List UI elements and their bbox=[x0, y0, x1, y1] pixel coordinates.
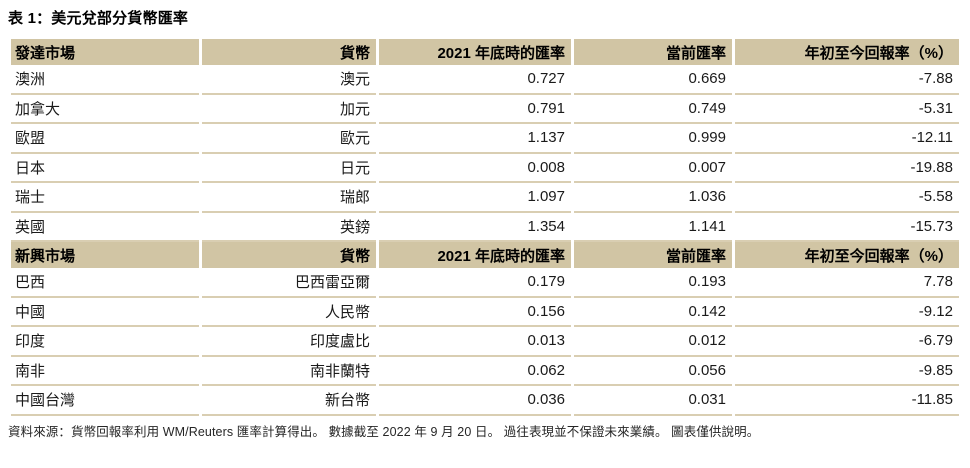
cell-rate-end-2021: 1.354 bbox=[379, 213, 571, 242]
table-row: 印度 印度盧比 0.013 0.012 -6.79 bbox=[11, 327, 959, 357]
cell-current-rate: 0.007 bbox=[574, 154, 732, 183]
cell-market: 中國 bbox=[11, 298, 199, 327]
cell-rate-end-2021: 0.156 bbox=[379, 298, 571, 327]
section-header-row-emerging-markets: 新興市場 貨幣 2021 年底時的匯率 當前匯率 年初至今回報率（%） bbox=[11, 242, 959, 268]
table-row: 加拿大 加元 0.791 0.749 -5.31 bbox=[11, 95, 959, 124]
cell-rate-end-2021: 0.791 bbox=[379, 95, 571, 124]
cell-market: 印度 bbox=[11, 327, 199, 357]
cell-currency: 南非蘭特 bbox=[202, 357, 376, 386]
cell-rate-end-2021: 0.062 bbox=[379, 357, 571, 386]
cell-rate-end-2021: 0.036 bbox=[379, 386, 571, 416]
column-header-current-rate: 當前匯率 bbox=[574, 242, 732, 268]
column-header-currency: 貨幣 bbox=[202, 39, 376, 65]
cell-currency: 人民幣 bbox=[202, 298, 376, 327]
cell-currency: 澳元 bbox=[202, 65, 376, 95]
cell-market: 英國 bbox=[11, 213, 199, 242]
table-row: 瑞士 瑞郎 1.097 1.036 -5.58 bbox=[11, 183, 959, 213]
column-header-currency: 貨幣 bbox=[202, 242, 376, 268]
table-row: 澳洲 澳元 0.727 0.669 -7.88 bbox=[11, 65, 959, 95]
table-row: 英國 英鎊 1.354 1.141 -15.73 bbox=[11, 213, 959, 242]
table-row: 巴西 巴西雷亞爾 0.179 0.193 7.78 bbox=[11, 268, 959, 298]
cell-current-rate: 0.031 bbox=[574, 386, 732, 416]
cell-rate-end-2021: 1.097 bbox=[379, 183, 571, 213]
cell-market: 日本 bbox=[11, 154, 199, 183]
table-row: 中國 人民幣 0.156 0.142 -9.12 bbox=[11, 298, 959, 327]
cell-rate-end-2021: 1.137 bbox=[379, 124, 571, 154]
cell-currency: 英鎊 bbox=[202, 213, 376, 242]
cell-current-rate: 0.749 bbox=[574, 95, 732, 124]
cell-market: 中國台灣 bbox=[11, 386, 199, 416]
source-note: 資料來源：貨幣回報率利用 WM/Reuters 匯率計算得出。 數據截至 202… bbox=[8, 424, 760, 439]
cell-ytd-return: -19.88 bbox=[735, 154, 959, 183]
section-header-row-developed-markets: 發達市場 貨幣 2021 年底時的匯率 當前匯率 年初至今回報率（%） bbox=[11, 39, 959, 65]
column-header-market: 發達市場 bbox=[11, 39, 199, 65]
cell-ytd-return: -5.58 bbox=[735, 183, 959, 213]
cell-rate-end-2021: 0.727 bbox=[379, 65, 571, 95]
cell-current-rate: 0.056 bbox=[574, 357, 732, 386]
cell-currency: 新台幣 bbox=[202, 386, 376, 416]
cell-currency: 瑞郎 bbox=[202, 183, 376, 213]
cell-market: 加拿大 bbox=[11, 95, 199, 124]
cell-market: 巴西 bbox=[11, 268, 199, 298]
column-header-rate-end-2021: 2021 年底時的匯率 bbox=[379, 39, 571, 65]
cell-market: 澳洲 bbox=[11, 65, 199, 95]
column-header-current-rate: 當前匯率 bbox=[574, 39, 732, 65]
cell-current-rate: 0.012 bbox=[574, 327, 732, 357]
cell-ytd-return: -15.73 bbox=[735, 213, 959, 242]
cell-market: 歐盟 bbox=[11, 124, 199, 154]
column-header-ytd-return: 年初至今回報率（%） bbox=[735, 39, 959, 65]
table-row: 中國台灣 新台幣 0.036 0.031 -11.85 bbox=[11, 386, 959, 416]
cell-currency: 巴西雷亞爾 bbox=[202, 268, 376, 298]
cell-current-rate: 0.193 bbox=[574, 268, 732, 298]
cell-current-rate: 1.141 bbox=[574, 213, 732, 242]
fx-table-body: 發達市場 貨幣 2021 年底時的匯率 當前匯率 年初至今回報率（%） 澳洲 澳元 0.727… bbox=[11, 39, 959, 416]
cell-currency: 日元 bbox=[202, 154, 376, 183]
table-row: 歐盟 歐元 1.137 0.999 -12.11 bbox=[11, 124, 959, 154]
table-title: 表 1：美元兌部分貨幣匯率 bbox=[8, 10, 189, 27]
cell-ytd-return: -6.79 bbox=[735, 327, 959, 357]
cell-rate-end-2021: 0.013 bbox=[379, 327, 571, 357]
column-header-rate-end-2021: 2021 年底時的匯率 bbox=[379, 242, 571, 268]
cell-market: 南非 bbox=[11, 357, 199, 386]
cell-ytd-return: -5.31 bbox=[735, 95, 959, 124]
cell-currency: 印度盧比 bbox=[202, 327, 376, 357]
cell-rate-end-2021: 0.008 bbox=[379, 154, 571, 183]
page: 表 1：美元兌部分貨幣匯率 發達市場 貨幣 2021 年底時的匯率 當前匯率 年初至今回… bbox=[8, 10, 962, 439]
column-header-ytd-return: 年初至今回報率（%） bbox=[735, 242, 959, 268]
cell-ytd-return: -11.85 bbox=[735, 386, 959, 416]
cell-currency: 歐元 bbox=[202, 124, 376, 154]
fx-rates-table: 發達市場 貨幣 2021 年底時的匯率 當前匯率 年初至今回報率（%） 澳洲 澳元 0.727… bbox=[8, 39, 962, 416]
column-header-market: 新興市場 bbox=[11, 242, 199, 268]
table-row: 南非 南非蘭特 0.062 0.056 -9.85 bbox=[11, 357, 959, 386]
cell-current-rate: 1.036 bbox=[574, 183, 732, 213]
cell-ytd-return: -7.88 bbox=[735, 65, 959, 95]
cell-currency: 加元 bbox=[202, 95, 376, 124]
cell-ytd-return: -9.12 bbox=[735, 298, 959, 327]
cell-ytd-return: -12.11 bbox=[735, 124, 959, 154]
cell-current-rate: 0.142 bbox=[574, 298, 732, 327]
cell-market: 瑞士 bbox=[11, 183, 199, 213]
cell-current-rate: 0.669 bbox=[574, 65, 732, 95]
cell-current-rate: 0.999 bbox=[574, 124, 732, 154]
table-row: 日本 日元 0.008 0.007 -19.88 bbox=[11, 154, 959, 183]
cell-ytd-return: 7.78 bbox=[735, 268, 959, 298]
cell-rate-end-2021: 0.179 bbox=[379, 268, 571, 298]
cell-ytd-return: -9.85 bbox=[735, 357, 959, 386]
